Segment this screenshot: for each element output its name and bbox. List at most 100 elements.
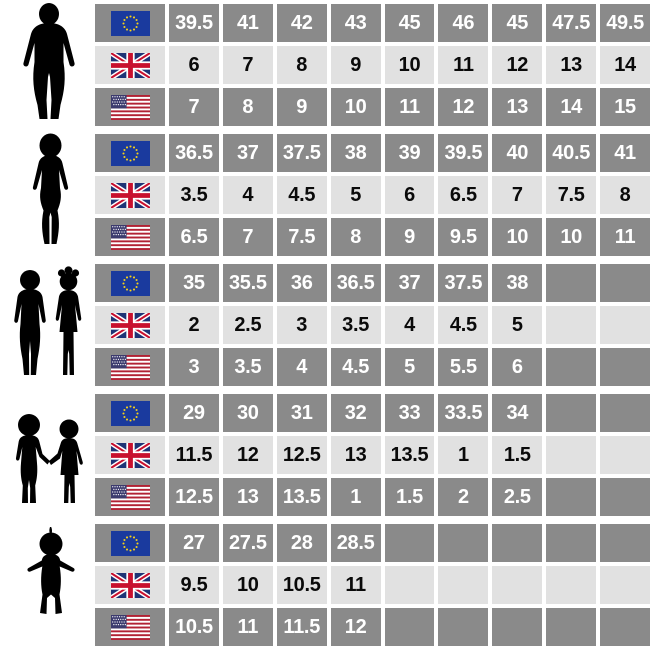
- size-cell: 4: [276, 348, 327, 386]
- size-cell: 29: [169, 394, 219, 432]
- size-cell: 4: [384, 306, 435, 344]
- size-cell: 40.5: [546, 134, 597, 172]
- size-cell: 35: [169, 264, 219, 302]
- size-cell: [438, 566, 489, 604]
- size-table-kids: 35 35.5 36 36.5 37 37.5 38 2 2.5 3 3.5 4 4.5 5 3 3.5 4 4.…: [95, 264, 650, 386]
- size-cell: 12: [222, 436, 273, 474]
- size-cell: 3.5: [222, 348, 273, 386]
- size-cell: 39: [384, 134, 435, 172]
- size-cell: [546, 478, 597, 516]
- eu-flag-icon: [95, 524, 165, 562]
- size-cell: 10.5: [276, 566, 327, 604]
- size-cell: 33.5: [438, 394, 489, 432]
- size-group-kids: 35 35.5 36 36.5 37 37.5 38 2 2.5 3 3.5 4 4.5 5 3 3.5 4 4.…: [0, 260, 650, 390]
- size-cell: [546, 566, 597, 604]
- size-cell: 2: [169, 306, 219, 344]
- size-cell: 37.5: [276, 134, 327, 172]
- us-flag-icon: [95, 348, 165, 386]
- us-flag-icon: [95, 478, 165, 516]
- size-group-baby: 27 27.5 28 28.5 9.5 10 10.5 11 10.5 11 11.5 12: [0, 520, 650, 650]
- size-cell: 27.5: [222, 524, 273, 562]
- size-cell: 5: [330, 176, 381, 214]
- size-cell: 36.5: [330, 264, 381, 302]
- size-cell: 2: [438, 478, 489, 516]
- size-cell: 9: [330, 46, 381, 84]
- size-cell: 5: [384, 348, 435, 386]
- size-cell: [546, 306, 597, 344]
- size-cell: 46: [438, 4, 489, 42]
- size-cell: 27: [169, 524, 219, 562]
- size-cell: 39.5: [169, 4, 219, 42]
- size-cell: 3.5: [169, 176, 219, 214]
- size-cell: 10: [222, 566, 273, 604]
- size-cell: 8: [330, 218, 381, 256]
- baby-silhouette-icon: [22, 527, 80, 626]
- size-cell: 13: [330, 436, 381, 474]
- size-cell: 12.5: [169, 478, 219, 516]
- size-cell: 11.5: [276, 608, 327, 646]
- size-cell: 13: [546, 46, 597, 84]
- size-cell: 3: [169, 348, 219, 386]
- little-kids-holding-hands-silhouette-icon: [9, 413, 89, 507]
- size-cell: [438, 608, 489, 646]
- size-cell: 12: [438, 88, 489, 126]
- size-cell: 3.5: [330, 306, 381, 344]
- size-cell: 10.5: [169, 608, 219, 646]
- size-group-little-kids: 29 30 31 32 33 33.5 34 11.5 12 12.5 13 13.5 1 1.5 12.5…: [0, 390, 650, 520]
- size-table-baby: 27 27.5 28 28.5 9.5 10 10.5 11 10.5 11 11.5 12: [95, 524, 650, 646]
- man-silhouette-icon: [7, 3, 91, 124]
- size-cell: 6: [169, 46, 219, 84]
- size-cell: 10: [384, 46, 435, 84]
- size-cell: 14: [546, 88, 597, 126]
- size-table-women: 36.5 37 37.5 38 39 39.5 40 40.5 41 3.5 4 4.5 5 6 6.5 7 7…: [95, 134, 650, 256]
- size-cell: 45: [384, 4, 435, 42]
- size-cell: 6.5: [169, 218, 219, 256]
- size-cell: [600, 524, 650, 562]
- size-cell: 9: [276, 88, 327, 126]
- size-cell: [492, 524, 543, 562]
- size-table-men: 39.5 41 42 43 45 46 45 47.5 49.5 6 7 8 9 10 11 12 13 14 7 8…: [95, 4, 650, 126]
- size-cell: 13: [492, 88, 543, 126]
- size-cell: 8: [222, 88, 273, 126]
- size-cell: [546, 348, 597, 386]
- size-cell: [546, 524, 597, 562]
- size-cell: 42: [276, 4, 327, 42]
- size-cell: [600, 306, 650, 344]
- size-cell: 40: [492, 134, 543, 172]
- woman-silhouette-icon: [13, 133, 88, 249]
- size-cell: [438, 524, 489, 562]
- size-table-little-kids: 29 30 31 32 33 33.5 34 11.5 12 12.5 13 13.5 1 1.5 12.5…: [95, 394, 650, 516]
- size-cell: 1.5: [384, 478, 435, 516]
- size-cell: 1.5: [492, 436, 543, 474]
- size-cell: 12: [330, 608, 381, 646]
- size-cell: [600, 436, 650, 474]
- size-cell: 47.5: [546, 4, 597, 42]
- size-cell: [492, 566, 543, 604]
- size-cell: 7.5: [546, 176, 597, 214]
- size-cell: 36: [276, 264, 327, 302]
- size-cell: 28: [276, 524, 327, 562]
- size-cell: 9: [384, 218, 435, 256]
- size-cell: 11: [330, 566, 381, 604]
- uk-flag-icon: [95, 436, 165, 474]
- size-cell: 13.5: [276, 478, 327, 516]
- size-cell: 32: [330, 394, 381, 432]
- size-cell: 2.5: [492, 478, 543, 516]
- size-cell: 10: [330, 88, 381, 126]
- size-cell: 31: [276, 394, 327, 432]
- size-cell: 33: [384, 394, 435, 432]
- size-cell: [546, 394, 597, 432]
- size-group-men: 39.5 41 42 43 45 46 45 47.5 49.5 6 7 8 9 10 11 12 13 14 7 8…: [0, 0, 650, 130]
- size-cell: 30: [222, 394, 273, 432]
- size-cell: 6: [492, 348, 543, 386]
- size-cell: 1: [438, 436, 489, 474]
- size-cell: 37: [384, 264, 435, 302]
- size-cell: 38: [330, 134, 381, 172]
- size-cell: [492, 608, 543, 646]
- uk-flag-icon: [95, 46, 165, 84]
- size-cell: 8: [276, 46, 327, 84]
- size-cell: [600, 348, 650, 386]
- size-cell: 28.5: [330, 524, 381, 562]
- size-cell: 13.5: [384, 436, 435, 474]
- uk-flag-icon: [95, 306, 165, 344]
